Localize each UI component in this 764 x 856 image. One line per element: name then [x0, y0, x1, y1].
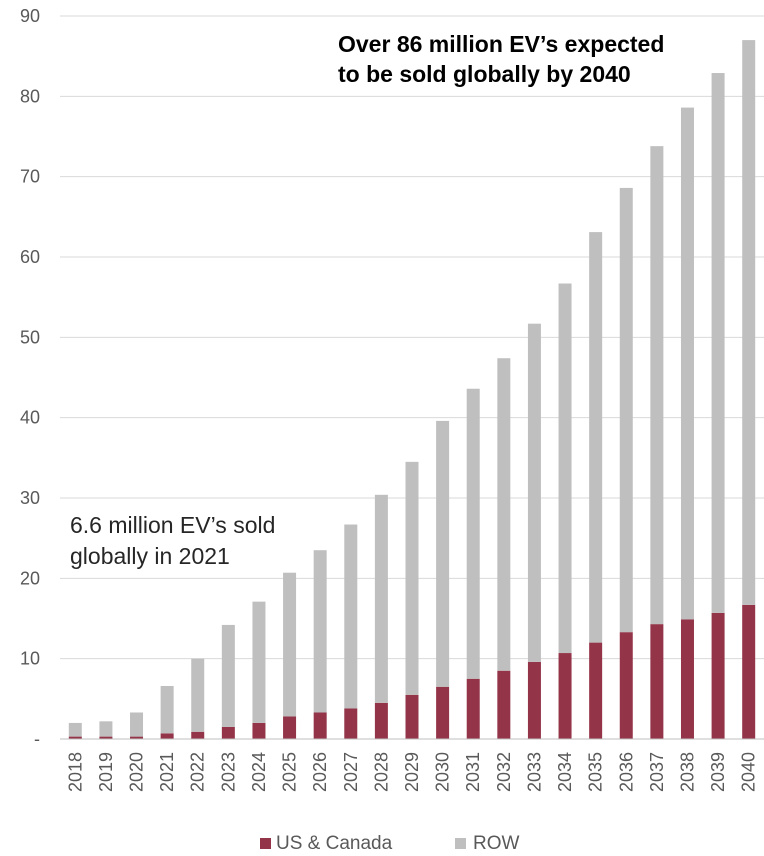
y-axis: - 10 20 30 40 50 60 70 80 90	[20, 6, 40, 749]
bar-us-canada-2038	[680, 619, 694, 739]
bar-row-2029	[405, 461, 419, 695]
bar-us-canada-2032	[497, 670, 511, 739]
bar-row-2019	[99, 721, 113, 737]
bar-row-2026	[313, 550, 327, 713]
bar-us-canada-2023	[221, 726, 235, 739]
bar-us-canada-2035	[589, 642, 603, 739]
x-tick-label-2031: 2031	[463, 752, 483, 792]
x-tick-label-2033: 2033	[524, 752, 544, 792]
bars	[68, 40, 756, 739]
y-tick-label-0: -	[34, 729, 40, 749]
y-tick-label-20: 20	[20, 568, 40, 588]
x-tick-label-2037: 2037	[647, 752, 667, 792]
y-tick-label-80: 80	[20, 86, 40, 106]
x-tick-label-2034: 2034	[555, 752, 575, 792]
bar-row-2031	[466, 388, 480, 679]
x-tick-label-2036: 2036	[616, 752, 636, 792]
bar-us-canada-2027	[344, 708, 358, 739]
x-tick-label-2035: 2035	[586, 752, 606, 792]
annotation-2040-line2: to be sold globally by 2040	[338, 61, 631, 87]
bar-us-canada-2024	[252, 722, 266, 739]
bar-us-canada-2040	[742, 604, 756, 739]
y-tick-label-60: 60	[20, 247, 40, 267]
bar-row-2040	[742, 40, 756, 605]
y-tick-label-70: 70	[20, 167, 40, 187]
bar-us-canada-2022	[191, 731, 205, 739]
bar-us-canada-2021	[160, 733, 174, 739]
x-tick-label-2030: 2030	[433, 752, 453, 792]
bar-us-canada-2034	[558, 653, 572, 739]
x-tick-label-2023: 2023	[218, 752, 238, 792]
bar-us-canada-2033	[527, 661, 541, 739]
y-tick-label-40: 40	[20, 408, 40, 428]
bar-row-2021	[160, 685, 174, 734]
x-tick-label-2020: 2020	[127, 752, 147, 792]
y-tick-label-10: 10	[20, 649, 40, 669]
bar-us-canada-2018	[68, 736, 82, 739]
legend-label-us-canada: US & Canada	[276, 833, 393, 854]
bar-us-canada-2039	[711, 612, 725, 739]
x-tick-label-2038: 2038	[677, 752, 697, 792]
x-tick-label-2021: 2021	[157, 752, 177, 792]
bar-us-canada-2030	[436, 686, 450, 739]
legend-swatch-us-canada	[260, 838, 271, 849]
bar-us-canada-2028	[374, 702, 388, 739]
x-tick-label-2019: 2019	[96, 752, 116, 792]
x-tick-label-2028: 2028	[371, 752, 391, 792]
bar-row-2018	[68, 722, 82, 737]
bar-row-2036	[619, 187, 633, 633]
x-tick-label-2024: 2024	[249, 752, 269, 792]
bar-row-2033	[527, 323, 541, 662]
bar-us-canada-2020	[130, 736, 144, 739]
bar-row-2032	[497, 358, 511, 671]
x-tick-label-2027: 2027	[341, 752, 361, 792]
legend-swatch-row	[455, 838, 466, 849]
x-tick-label-2026: 2026	[310, 752, 330, 792]
bar-row-2030	[436, 420, 450, 687]
bar-row-2028	[374, 494, 388, 703]
bar-row-2035	[589, 232, 603, 643]
bar-us-canada-2036	[619, 632, 633, 739]
x-tick-label-2018: 2018	[65, 752, 85, 792]
x-tick-label-2022: 2022	[188, 752, 208, 792]
bar-us-canada-2029	[405, 694, 419, 739]
bar-row-2025	[283, 572, 297, 717]
bar-us-canada-2037	[650, 624, 664, 739]
annotation-2021-line2: globally in 2021	[70, 543, 230, 569]
gridlines	[60, 15, 764, 660]
x-tick-label-2039: 2039	[708, 752, 728, 792]
bar-us-canada-2025	[283, 716, 297, 739]
legend-label-row: ROW	[473, 833, 520, 854]
x-tick-label-2029: 2029	[402, 752, 422, 792]
bar-row-2024	[252, 601, 266, 723]
bar-row-2022	[191, 658, 205, 732]
bar-row-2034	[558, 283, 572, 654]
x-tick-label-2025: 2025	[280, 752, 300, 792]
x-tick-label-2032: 2032	[494, 752, 514, 792]
bar-row-2023	[221, 624, 235, 727]
bar-row-2038	[680, 107, 694, 620]
y-tick-label-90: 90	[20, 6, 40, 26]
bar-row-2020	[130, 712, 144, 737]
annotation-2021-line1: 6.6 million EV’s sold	[70, 512, 275, 538]
bar-us-canada-2031	[466, 678, 480, 739]
bar-row-2027	[344, 524, 358, 709]
x-axis: 2018 2019 2020 2021 2022 2023 2024 2025 2026 2027…	[60, 738, 764, 792]
y-tick-label-30: 30	[20, 488, 40, 508]
annotation-2040-line1: Over 86 million EV’s expected	[338, 31, 664, 57]
bar-us-canada-2019	[99, 736, 113, 739]
bar-row-2037	[650, 146, 664, 625]
y-tick-label-50: 50	[20, 327, 40, 347]
legend: US & Canada ROW	[260, 833, 520, 854]
bar-row-2039	[711, 73, 725, 613]
bar-us-canada-2026	[313, 712, 327, 739]
x-tick-label-2040: 2040	[739, 752, 759, 792]
